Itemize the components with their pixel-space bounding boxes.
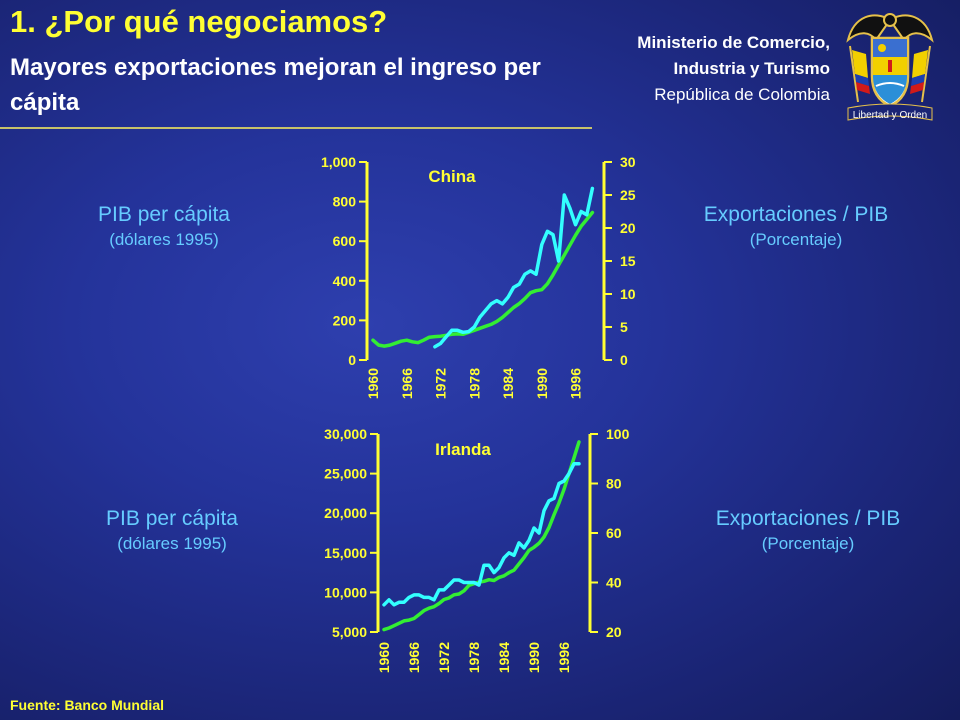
china-right-axis-unit: (Porcentaje): [749, 230, 843, 249]
china-x-tick-label: 1978: [466, 368, 482, 399]
china-exports-share-line: [433, 186, 595, 349]
ireland-x-tick-label: 1972: [436, 642, 452, 673]
colombia-coat-of-arms-icon: Libertad y Orden: [846, 13, 934, 121]
ireland-x-tick-label: 1960: [376, 642, 392, 673]
title-divider: [0, 127, 592, 129]
page-subtitle: Mayores exportaciones mejoran el ingreso…: [10, 54, 541, 116]
ireland-right-tick-label: 40: [606, 575, 622, 591]
ministry-line-2: Industria y Turismo: [673, 59, 831, 78]
ireland-left-axis-label: PIB per cápita (dólares 1995): [62, 505, 282, 555]
ireland-x-tick-label: 1990: [526, 642, 542, 673]
ireland-x-tick-label: 1978: [466, 642, 482, 673]
ireland-right-tick-label: 80: [606, 476, 622, 492]
motto-text: Libertad y Orden: [853, 110, 928, 121]
china-left-tick-label: 400: [333, 273, 357, 289]
china-x-tick-label: 1960: [365, 368, 381, 399]
china-left-tick-label: 200: [333, 312, 357, 328]
china-chart-title: China: [428, 167, 476, 186]
ministry-line-1: Ministerio de Comercio,: [637, 33, 830, 52]
china-left-axis-unit: (dólares 1995): [109, 230, 219, 249]
china-right-tick-label: 30: [620, 154, 636, 170]
ireland-left-axis-title: PIB per cápita: [106, 507, 238, 530]
china-right-tick-label: 10: [620, 286, 636, 302]
ireland-right-axis-unit: (Porcentaje): [761, 534, 855, 553]
page-title: 1. ¿Por qué negociamos?: [10, 4, 388, 39]
ireland-right-tick-label: 20: [606, 624, 622, 640]
ireland-right-tick-label: 100: [606, 426, 630, 442]
china-right-axis-label: Exportaciones / PIB (Porcentaje): [686, 201, 906, 251]
ireland-right-axis-title: Exportaciones / PIB: [715, 507, 901, 530]
ireland-exports-share-line: [382, 461, 581, 607]
china-left-tick-label: 0: [348, 352, 356, 368]
ireland-right-axis-label: Exportaciones / PIB (Porcentaje): [698, 505, 918, 555]
china-left-axis-title: PIB per cápita: [98, 203, 230, 226]
china-x-tick-label: 1984: [500, 368, 516, 399]
source-note: Fuente: Banco Mundial: [10, 697, 164, 713]
ireland-x-tick-label: 1984: [496, 642, 512, 673]
china-right-tick-label: 20: [620, 220, 636, 236]
ireland-x-tick-label: 1966: [406, 642, 422, 673]
china-right-tick-label: 0: [620, 352, 628, 368]
ireland-gdp-per-capita-line: [382, 440, 581, 632]
china-right-tick-label: 5: [620, 319, 628, 335]
china-left-tick-label: 800: [333, 194, 357, 210]
china-x-tick-label: 1996: [568, 368, 584, 399]
ireland-left-tick-label: 15,000: [324, 545, 367, 561]
ministry-block: Ministerio de Comercio, Industria y Turi…: [637, 30, 830, 108]
china-left-tick-label: 1,000: [321, 154, 356, 170]
china-x-tick-label: 1966: [399, 368, 415, 399]
ireland-left-tick-label: 5,000: [332, 624, 367, 640]
ireland-right-tick-label: 60: [606, 525, 622, 541]
ministry-line-3: República de Colombia: [654, 85, 830, 104]
china-right-tick-label: 25: [620, 187, 636, 203]
ireland-left-tick-label: 10,000: [324, 584, 367, 600]
china-left-tick-label: 600: [333, 233, 357, 249]
ireland-left-tick-label: 30,000: [324, 426, 367, 442]
ireland-left-tick-label: 25,000: [324, 466, 367, 482]
china-x-tick-label: 1990: [534, 368, 550, 399]
ireland-x-tick-label: 1996: [556, 642, 572, 673]
china-x-tick-label: 1972: [433, 368, 449, 399]
ireland-left-axis-unit: (dólares 1995): [117, 534, 227, 553]
china-right-tick-label: 15: [620, 253, 636, 269]
china-right-axis-title: Exportaciones / PIB: [703, 203, 889, 226]
ireland-left-tick-label: 20,000: [324, 505, 367, 521]
china-left-axis-label: PIB per cápita (dólares 1995): [54, 201, 274, 251]
china-gdp-per-capita-line: [371, 210, 595, 348]
ireland-chart-title: Irlanda: [435, 440, 491, 459]
